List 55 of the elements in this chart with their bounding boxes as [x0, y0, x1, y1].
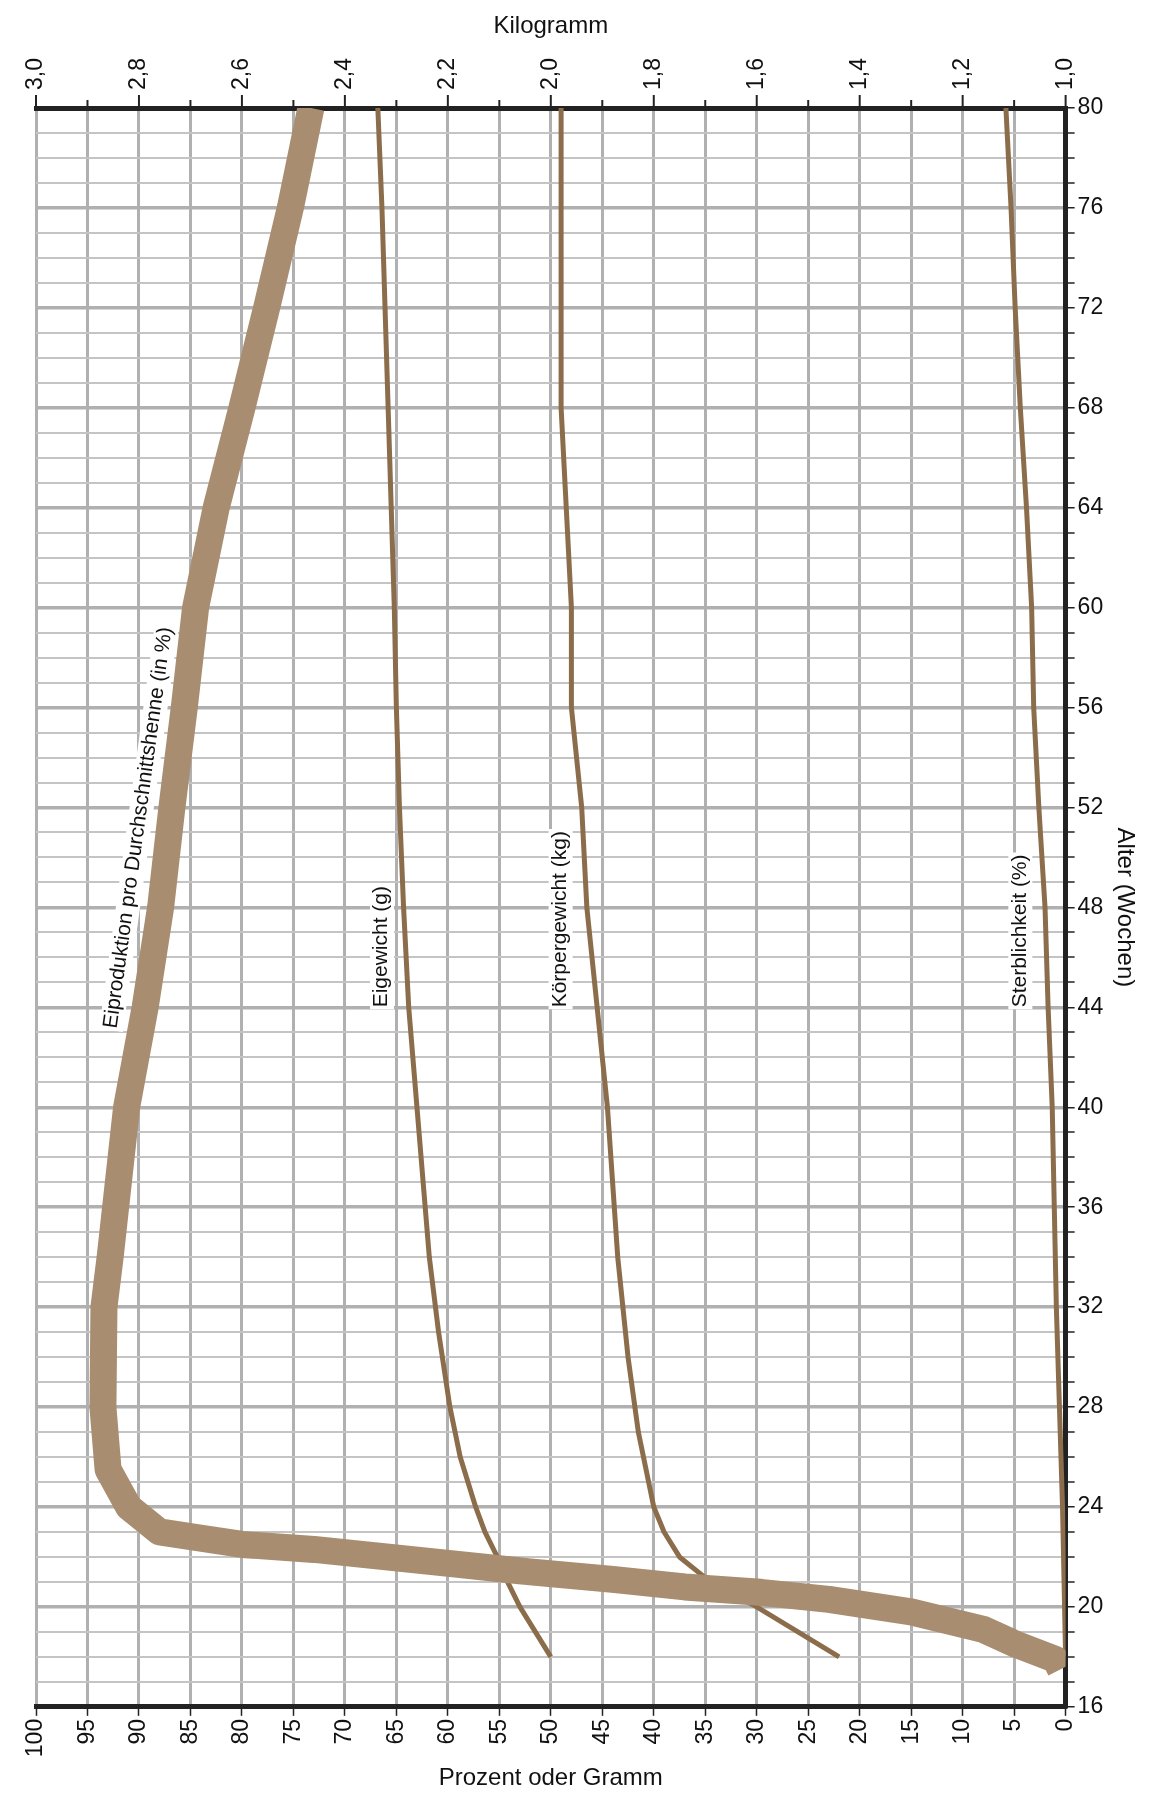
y-tick-label: 72 — [1077, 293, 1104, 320]
x2-tick-label: 3,0 — [21, 58, 48, 90]
x-tick-label: 70 — [330, 1718, 357, 1745]
x2-tick-label: 2,0 — [536, 58, 563, 90]
x-tick-label: 20 — [845, 1718, 872, 1745]
x-tick-label: 10 — [948, 1718, 974, 1745]
y-tick-label: 16 — [1077, 1692, 1104, 1719]
x-tick-label: 50 — [536, 1718, 563, 1745]
y-tick-label: 56 — [1077, 692, 1104, 719]
x-tick-label: 80 — [227, 1718, 254, 1745]
x-tick-label: 30 — [742, 1718, 769, 1745]
y-tick-label: 80 — [1077, 93, 1104, 120]
y-tick-label: 64 — [1077, 493, 1104, 520]
x2-tick-label: 1,6 — [742, 58, 769, 90]
y-tick-label: 44 — [1077, 992, 1104, 1019]
x-tick-label: 60 — [433, 1718, 460, 1745]
x-tick-label: 40 — [639, 1718, 666, 1745]
x2-tick-label: 1,2 — [948, 58, 974, 90]
y-tick-label: 48 — [1077, 892, 1104, 919]
text: Eigewicht (g) — [368, 885, 392, 1008]
x-tick-label: 65 — [381, 1718, 408, 1745]
x2-axis-title: Kilogramm — [493, 11, 609, 39]
x-tick-label: 0 — [1050, 1718, 1077, 1732]
x-tick-label: 35 — [690, 1718, 717, 1745]
y-tick-label: 68 — [1077, 393, 1104, 420]
x2-tick-label: 2,2 — [433, 58, 460, 90]
x-tick-label: 75 — [278, 1718, 305, 1745]
x2-tick-label: 2,4 — [330, 57, 357, 90]
y-tick-label: 32 — [1077, 1292, 1104, 1319]
x-tick-label: 95 — [72, 1718, 99, 1745]
x2-tick-label: 1,4 — [845, 57, 872, 90]
y-tick-label: 28 — [1077, 1392, 1104, 1419]
x2-tick-label: 2,8 — [124, 58, 151, 90]
x-tick-label: 100 — [21, 1718, 48, 1758]
x-tick-label: 55 — [484, 1718, 511, 1745]
y-tick-label: 60 — [1077, 592, 1104, 619]
y-tick-label: 76 — [1077, 193, 1104, 220]
x2-tick-label: 2,6 — [227, 58, 254, 90]
x-tick-label: 90 — [124, 1718, 151, 1745]
y-axis-title: Alter (Wochen) — [1112, 827, 1140, 988]
y-tick-label: 24 — [1077, 1492, 1104, 1519]
y-tick-label: 52 — [1077, 792, 1104, 819]
x-tick-label: 5 — [999, 1718, 1026, 1732]
x2-tick-label: 1,0 — [1050, 58, 1077, 90]
text: Sterblichkeit (%) — [1006, 854, 1030, 1008]
y-tick-label: 36 — [1077, 1192, 1104, 1219]
x-tick-label: 15 — [896, 1718, 923, 1745]
y-tick-label: 40 — [1077, 1092, 1104, 1119]
x-tick-label: 25 — [793, 1718, 820, 1745]
x2-tick-label: 1,8 — [639, 58, 666, 90]
x-axis-title: Prozent oder Gramm — [438, 1763, 663, 1791]
x-tick-label: 45 — [587, 1718, 614, 1745]
text: Körpergewicht (kg) — [546, 831, 570, 1008]
y-tick-label: 20 — [1077, 1592, 1104, 1619]
x-tick-label: 85 — [175, 1718, 202, 1745]
